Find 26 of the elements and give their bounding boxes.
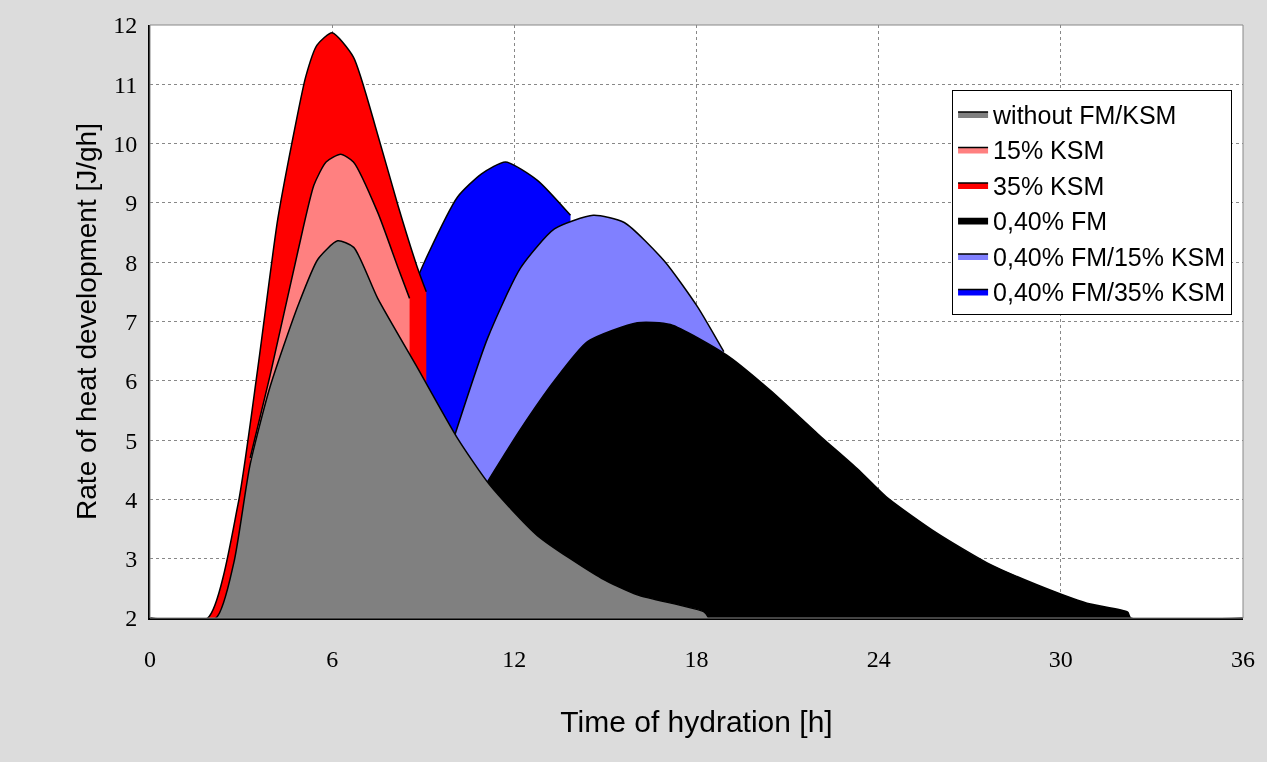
y-tick-label: 8 — [125, 249, 138, 276]
y-tick-label: 6 — [125, 368, 138, 395]
x-tick-label: 6 — [326, 645, 339, 672]
y-tick-label: 9 — [125, 190, 138, 217]
y-tick-label: 12 — [113, 12, 138, 39]
x-tick-label: 18 — [684, 645, 709, 672]
y-tick-label: 4 — [125, 486, 138, 513]
legend-label: without FM/KSM — [992, 100, 1177, 129]
y-axis-title: Rate of heat development [J/gh] — [71, 123, 103, 520]
y-tick-label: 10 — [113, 131, 138, 157]
x-tick-label: 0 — [144, 645, 156, 672]
x-tick-label: 12 — [502, 645, 527, 672]
y-tick-label: 11 — [114, 71, 138, 98]
legend-label: 0,40% FM/35% KSM — [993, 278, 1226, 307]
y-tick-label: 2 — [125, 605, 138, 632]
y-tick-label: 5 — [125, 427, 138, 454]
y-tick-label: 7 — [125, 308, 138, 335]
legend-label: 0,40% FM — [993, 207, 1108, 236]
legend-label: 35% KSM — [993, 171, 1105, 200]
x-axis-title: Time of hydration [h] — [560, 704, 833, 738]
y-tick-label: 3 — [125, 546, 138, 573]
x-tick-label: 30 — [1048, 645, 1073, 672]
legend-label: 15% KSM — [993, 136, 1105, 165]
x-tick-label: 24 — [866, 645, 891, 672]
legend-label: 0,40% FM/15% KSM — [993, 242, 1226, 271]
x-tick-label: 36 — [1231, 645, 1255, 672]
